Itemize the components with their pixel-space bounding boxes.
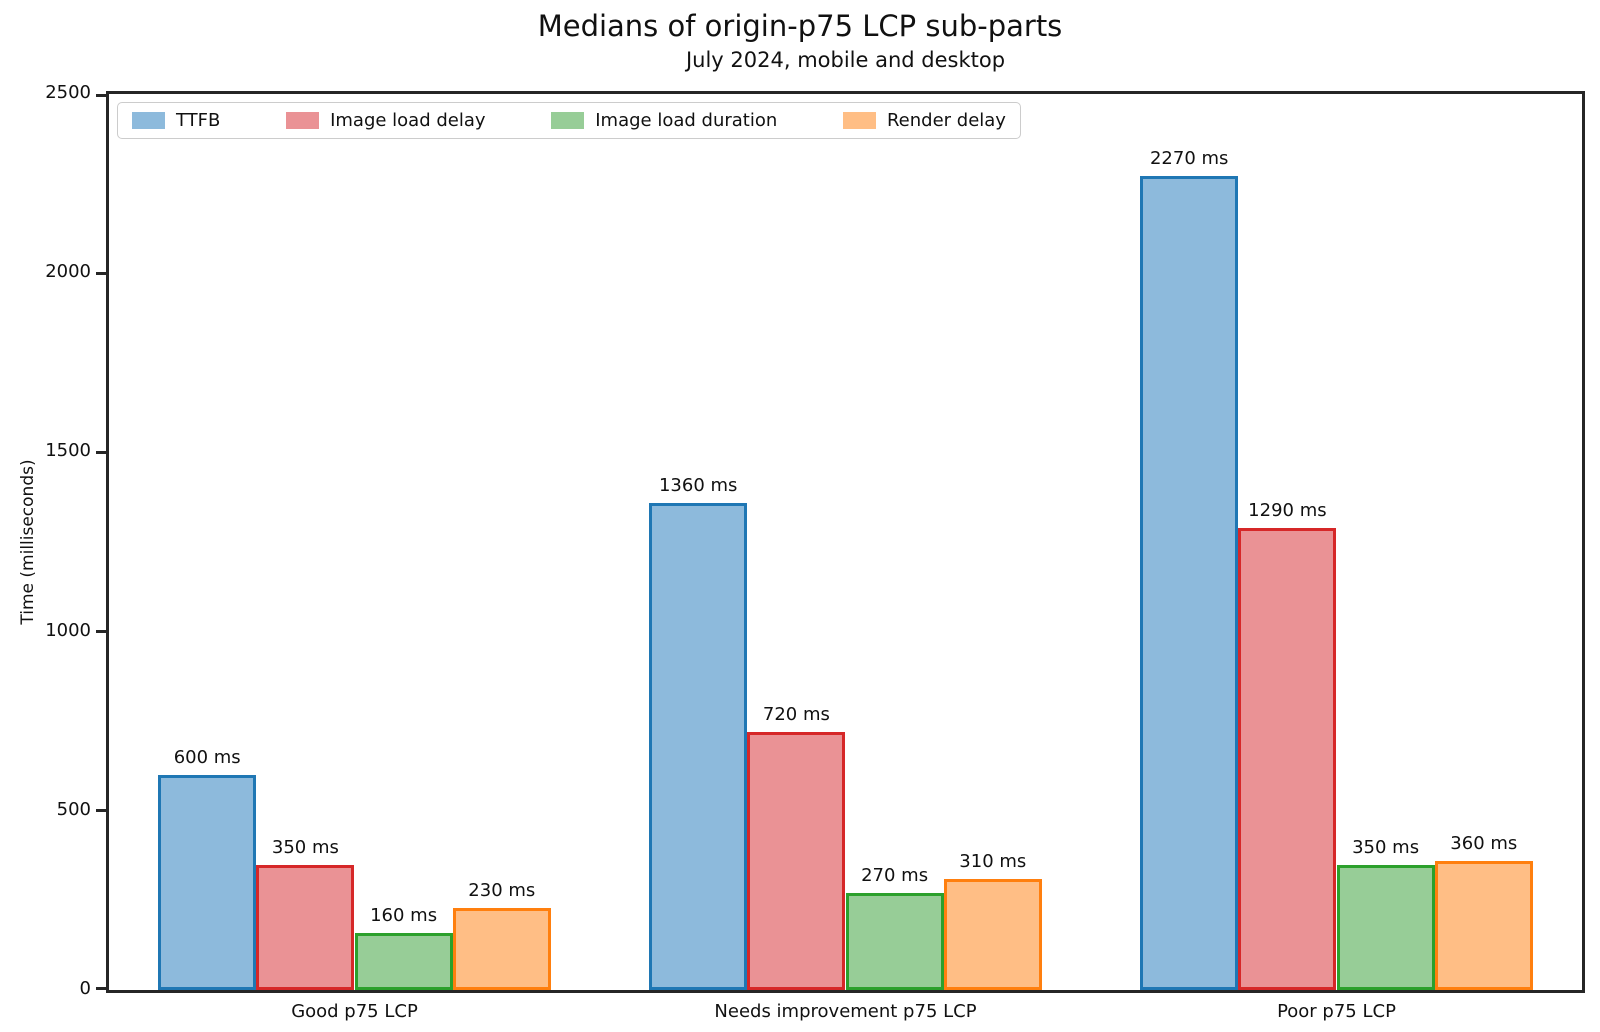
x-tick-label-good-p75-lcp: Good p75 LCP xyxy=(291,1001,418,1022)
legend-swatch-ttfb xyxy=(132,112,165,129)
legend-item-ttfb: TTFB xyxy=(132,110,220,131)
bar-render-delay-good-p75-lcp xyxy=(452,907,551,990)
bar-value-label-render-delay-good-p75-lcp: 230 ms xyxy=(468,879,536,901)
legend-label-render-delay: Render delay xyxy=(886,110,1006,131)
bar-value-label-ttfb-good-p75-lcp: 600 ms xyxy=(173,746,241,768)
bar-value-label-image-load-delay-poor-p75-lcp: 1290 ms xyxy=(1248,499,1327,521)
bar-value-label-ttfb-needs-improvement-p75-lcp: 1360 ms xyxy=(658,474,738,496)
y-tick-mark-500 xyxy=(96,809,106,813)
bar-value-label-image-load-delay-good-p75-lcp: 350 ms xyxy=(271,836,339,858)
bar-render-delay-needs-improvement-p75-lcp xyxy=(943,878,1042,990)
y-tick-mark-2500 xyxy=(96,94,106,97)
legend-swatch-render-delay xyxy=(842,112,876,129)
x-tick-label-poor-p75-lcp: Poor p75 LCP xyxy=(1277,1001,1396,1022)
legend-label-ttfb: TTFB xyxy=(176,110,221,131)
bar-ttfb-needs-improvement-p75-lcp xyxy=(649,502,748,990)
bar-render-delay-poor-p75-lcp xyxy=(1434,860,1533,990)
y-axis-title: Time (milliseconds) xyxy=(18,459,38,625)
y-tick-label-500: 500 xyxy=(56,798,91,820)
plot-area: TTFB Image load delay Image load duration R… xyxy=(45,82,1585,1022)
y-tick-label-0: 0 xyxy=(79,978,91,999)
legend-swatch-image-load-duration xyxy=(551,112,585,129)
y-tick-label-2500: 2500 xyxy=(45,82,91,103)
y-tick-label-2000: 2000 xyxy=(45,261,91,283)
bar-image-load-delay-needs-improvement-p75-lcp xyxy=(747,731,846,990)
x-tick-label-needs-improvement-p75-lcp: Needs improvement p75 LCP xyxy=(714,1001,977,1022)
legend-label-image-load-delay: Image load delay xyxy=(330,110,486,131)
bar-value-label-render-delay-needs-improvement-p75-lcp: 310 ms xyxy=(959,850,1027,872)
y-tick-mark-1000 xyxy=(96,630,106,634)
bar-value-label-ttfb-poor-p75-lcp: 2270 ms xyxy=(1149,148,1229,170)
plot-inner: TTFB Image load delay Image load duration R… xyxy=(45,82,1582,1022)
y-tick-mark-0 xyxy=(96,987,106,990)
bar-value-label-render-delay-poor-p75-lcp: 360 ms xyxy=(1450,832,1518,854)
bar-value-label-image-load-duration-needs-improvement-p75-lcp: 270 ms xyxy=(861,865,929,887)
y-tick-mark-1500 xyxy=(96,450,106,454)
bar-image-load-duration-poor-p75-lcp xyxy=(1336,864,1435,990)
legend-item-image-load-duration: Image load duration xyxy=(551,110,777,131)
bar-ttfb-poor-p75-lcp xyxy=(1140,176,1239,990)
legend-item-image-load-delay: Image load delay xyxy=(286,110,486,131)
chart-title: Medians of origin-p75 LCP sub-parts xyxy=(537,9,1063,43)
y-tick-label-1500: 1500 xyxy=(45,440,91,462)
bar-value-label-image-load-duration-poor-p75-lcp: 350 ms xyxy=(1352,836,1420,858)
bar-ttfb-good-p75-lcp xyxy=(158,774,257,990)
legend-item-render-delay: Render delay xyxy=(842,110,1006,131)
bar-image-load-delay-poor-p75-lcp xyxy=(1238,527,1337,990)
legend: TTFB Image load delay Image load duration R… xyxy=(117,102,1021,139)
bar-image-load-delay-good-p75-lcp xyxy=(256,864,355,990)
bar-image-load-duration-good-p75-lcp xyxy=(354,932,453,990)
bar-image-load-duration-needs-improvement-p75-lcp xyxy=(845,893,944,990)
legend-label-image-load-duration: Image load duration xyxy=(595,110,778,131)
bar-value-label-image-load-duration-good-p75-lcp: 160 ms xyxy=(370,904,438,926)
y-tick-mark-2000 xyxy=(96,271,106,275)
legend-swatch-image-load-delay xyxy=(286,112,320,129)
y-tick-label-1000: 1000 xyxy=(45,619,91,641)
chart-subtitle: July 2024, mobile and desktop xyxy=(685,48,1006,72)
bar-value-label-image-load-delay-needs-improvement-p75-lcp: 720 ms xyxy=(762,703,830,725)
